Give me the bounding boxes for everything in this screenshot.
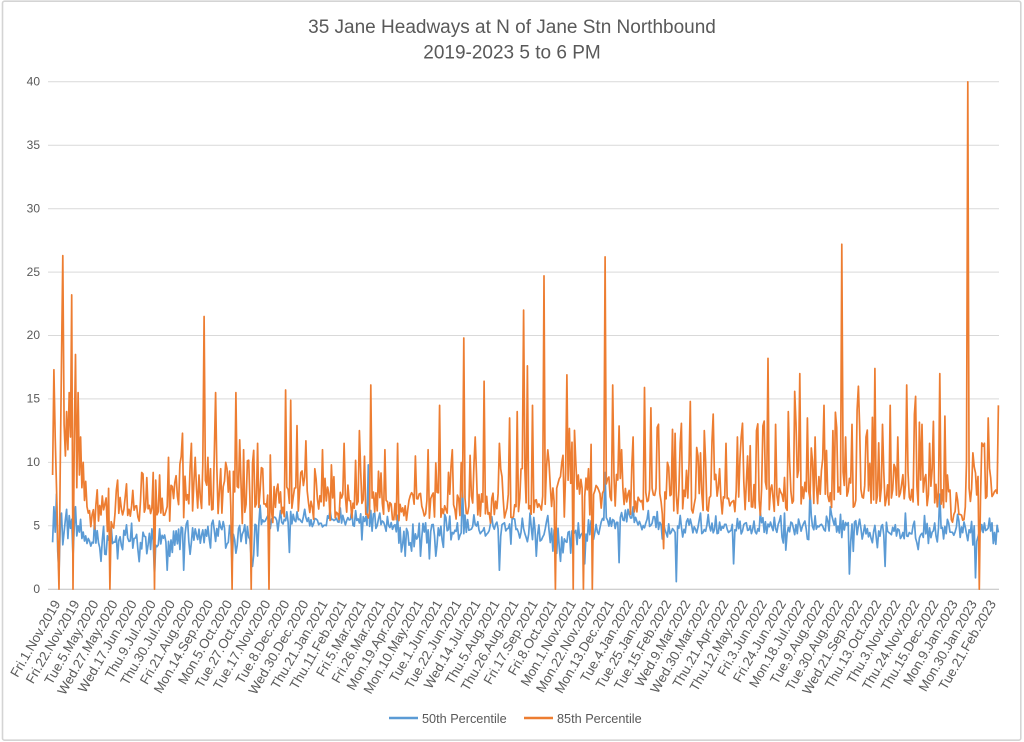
svg-text:35 Jane Headways at N of Jane: 35 Jane Headways at N of Jane Stn Northb… [308, 17, 716, 38]
svg-text:2019-2023 5 to 6 PM: 2019-2023 5 to 6 PM [423, 43, 600, 64]
svg-text:50th Percentile: 50th Percentile [422, 712, 507, 726]
svg-text:10: 10 [27, 455, 41, 469]
svg-text:15: 15 [27, 392, 41, 406]
svg-text:35: 35 [27, 138, 41, 152]
svg-text:5: 5 [33, 519, 40, 533]
svg-text:0: 0 [33, 582, 40, 596]
svg-text:85th Percentile: 85th Percentile [557, 712, 642, 726]
svg-text:40: 40 [27, 75, 41, 89]
svg-text:30: 30 [27, 201, 41, 215]
svg-text:20: 20 [27, 328, 41, 342]
svg-text:25: 25 [27, 265, 41, 279]
